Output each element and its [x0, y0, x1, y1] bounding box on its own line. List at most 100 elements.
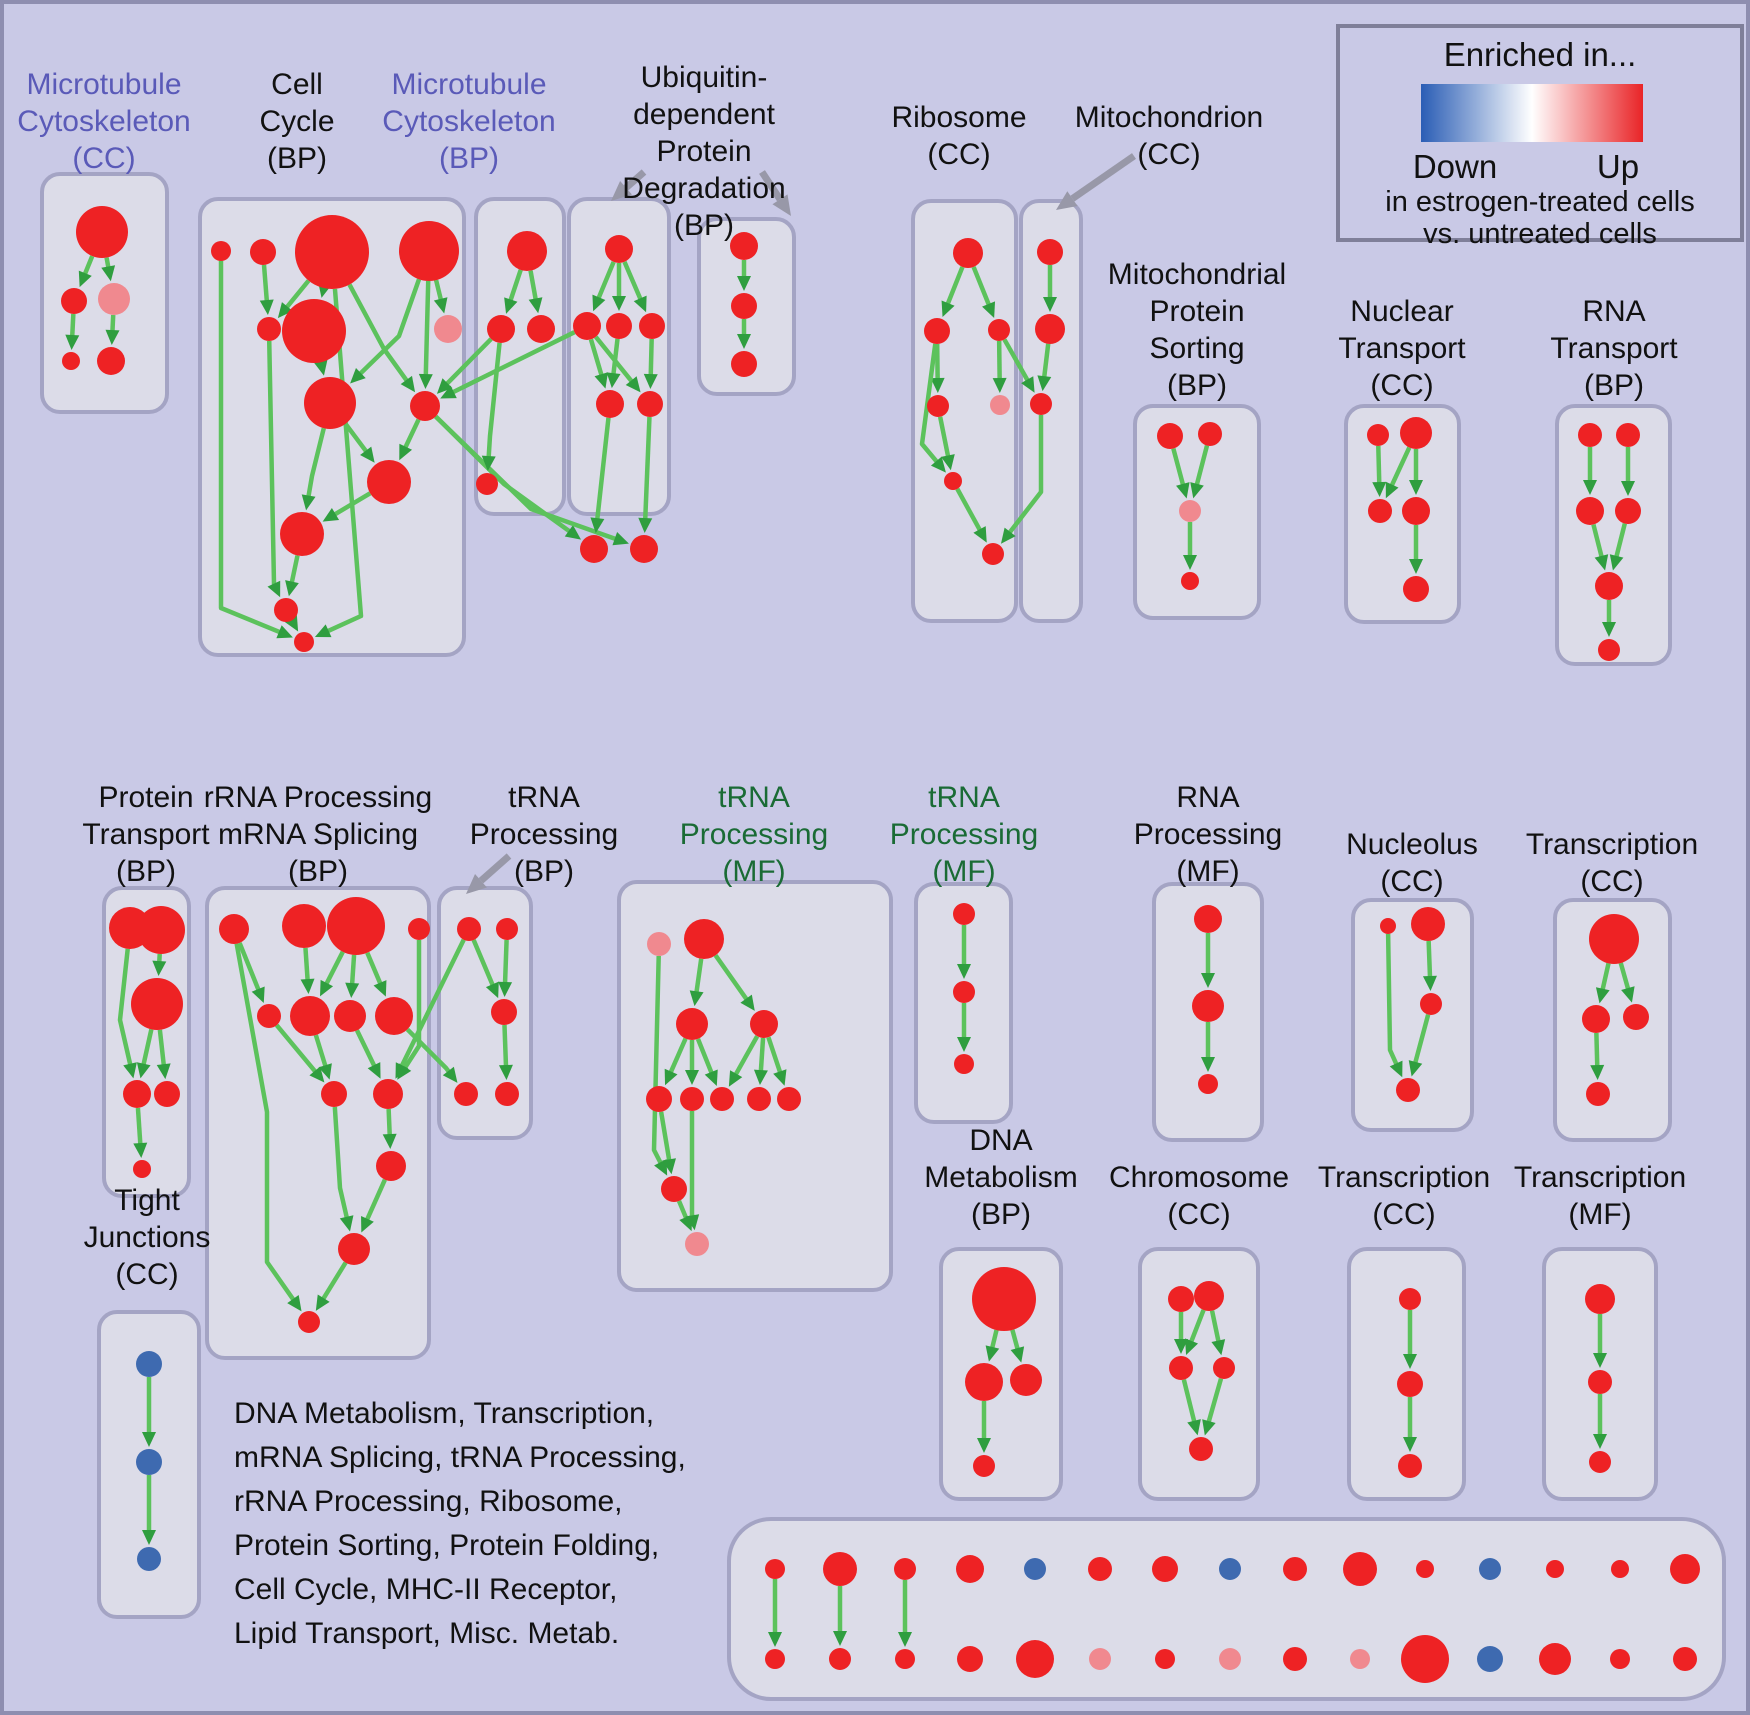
arrowhead-k3-k4: [136, 1062, 151, 1079]
arrowhead-k1-k4: [123, 1062, 137, 1079]
legend-gradient-bar: [1421, 84, 1643, 142]
go-term-node-p2: [1192, 990, 1224, 1022]
go-term-node-s2: [965, 1363, 1003, 1401]
arrowhead-d2-d5: [594, 372, 608, 389]
arrowhead-la-le: [251, 986, 265, 1004]
arrowhead-b2-b5: [259, 299, 274, 316]
arrowhead-b9-d7: [564, 525, 582, 540]
edge-f1-f3: [971, 266, 993, 309]
edge-b11-b12: [288, 555, 300, 586]
go-term-node-b1: [211, 241, 231, 261]
arrowhead-b4-b9: [418, 373, 433, 390]
go-term-node-w1: [136, 1351, 162, 1377]
edge-c1-c3: [528, 270, 539, 303]
pointer-arrow-trna-bp-to-box: [478, 853, 512, 884]
arrowhead-d1-d4: [633, 295, 647, 313]
edge-m1-lj: [398, 938, 466, 1070]
go-term-node-c2: [487, 315, 515, 343]
go-term-node-d6: [637, 391, 663, 417]
arrowhead-lk-ll: [361, 1216, 374, 1233]
arrowhead-xt1-xb1: [768, 1632, 782, 1647]
arrowhead-j5-j6: [1602, 622, 1616, 637]
edge-f2-f4: [934, 343, 940, 383]
arrowhead-a3-a5: [105, 329, 120, 346]
go-term-node-i2: [1400, 417, 1432, 449]
arrowhead-w1-w2: [142, 1432, 156, 1447]
edge-n3-n8: [766, 1036, 784, 1076]
go-term-node-b8: [304, 377, 356, 429]
arrowhead-e2-e3: [737, 334, 751, 349]
arrowhead-h1-h3: [1176, 482, 1190, 499]
label-trna-mf-1: tRNA Processing (MF): [679, 781, 829, 888]
arrowhead-n2-n6: [704, 1069, 718, 1087]
go-term-node-n6: [710, 1087, 734, 1111]
go-term-node-b10: [367, 460, 411, 504]
edge-le-li: [274, 1023, 320, 1076]
pointer-arrowhead-ubiquitin-to-box-2: [772, 194, 791, 216]
edge-b4-b9: [423, 280, 431, 379]
go-term-node-xt14: [1611, 1560, 1629, 1578]
arrowhead-xt3-xb3: [898, 1632, 912, 1647]
arrowhead-g1-g2: [1043, 297, 1057, 312]
label-dna-metabolism: DNA Metabolism (BP): [924, 1124, 1078, 1231]
go-term-node-xb11: [1401, 1635, 1449, 1683]
go-term-node-m3: [491, 999, 517, 1025]
cluster-box-ubiquitin-1: [567, 197, 671, 516]
cluster-box-rrna-mrna: [205, 886, 431, 1360]
go-term-node-lf: [290, 996, 330, 1036]
go-term-node-xb7: [1155, 1649, 1175, 1669]
edge-d1-d2: [595, 261, 616, 302]
go-term-node-a3: [98, 283, 130, 315]
arrowhead-f2-f4: [930, 377, 945, 394]
label-microtubule-bp: Microtubule Cytoskeleton (BP): [382, 68, 556, 175]
edge-d6-d8: [642, 416, 652, 523]
go-term-node-c1: [507, 231, 547, 271]
edge-t3-t5: [1181, 1379, 1198, 1426]
arrowhead-m1-m3: [485, 981, 499, 999]
label-mitochondrion: Mitochondrion (CC): [1074, 101, 1264, 171]
edge-m1-m3: [471, 939, 496, 989]
label-nucleolus: Nucleolus (CC): [1346, 828, 1478, 898]
edge-d2-b9: [449, 330, 576, 396]
arrowhead-r1-r3: [1621, 986, 1635, 1003]
edge-la-lm: [234, 943, 298, 1304]
edge-r1-r2: [1599, 962, 1611, 994]
edge-b1-b13: [218, 261, 284, 636]
arrowhead-i1-i3: [1372, 481, 1387, 498]
go-term-node-k4: [123, 1080, 151, 1108]
go-term-node-p1: [1194, 905, 1222, 933]
arrowhead-le-li: [309, 1066, 325, 1083]
go-term-node-h1: [1157, 423, 1183, 449]
arrowhead-t2-t4: [1211, 1339, 1226, 1356]
label-rna-processing-mf: RNA Processing (MF): [1133, 781, 1283, 888]
arrowhead-d2-d6: [625, 376, 641, 393]
arrowhead-np-n9: [654, 1159, 668, 1176]
pointer-arrowhead-trna-bp-to-box: [466, 874, 487, 894]
edge-lc-lf: [323, 950, 345, 988]
arrowhead-c2-b9: [436, 378, 453, 394]
label-rna-transport: RNA Transport (BP): [1550, 295, 1678, 402]
go-term-node-lm: [298, 1311, 320, 1333]
arrowhead-t3-t5: [1187, 1419, 1201, 1436]
edge-q1-q4: [1385, 933, 1400, 1069]
arrowhead-a2-a4: [65, 334, 80, 351]
edge-c1-c2: [507, 269, 523, 305]
arrowhead-m2-m3: [498, 981, 513, 998]
edge-m2-m3: [502, 939, 509, 987]
edge-ll-lm: [319, 1261, 348, 1303]
pointer-arrow-mitochondrion-to-box: [1070, 153, 1136, 202]
label-trna-mf-2: tRNA Processing (MF): [889, 781, 1039, 888]
go-term-node-r2: [1582, 1005, 1610, 1033]
go-term-node-o3: [954, 1054, 974, 1074]
arrowhead-s1-s2: [985, 1345, 1000, 1362]
arrowhead-n3-n8: [773, 1069, 787, 1086]
cluster-box-nucleolus: [1351, 898, 1474, 1132]
network-diagram: [40, 153, 1726, 1701]
arrowhead-lf-li: [318, 1063, 332, 1080]
arrowhead-b11-b12: [285, 580, 299, 597]
edge-h2-h3: [1193, 445, 1210, 489]
go-term-node-o1: [953, 903, 975, 925]
arrowhead-lg-lj: [367, 1062, 381, 1079]
edge-f3-f5: [996, 340, 1002, 383]
